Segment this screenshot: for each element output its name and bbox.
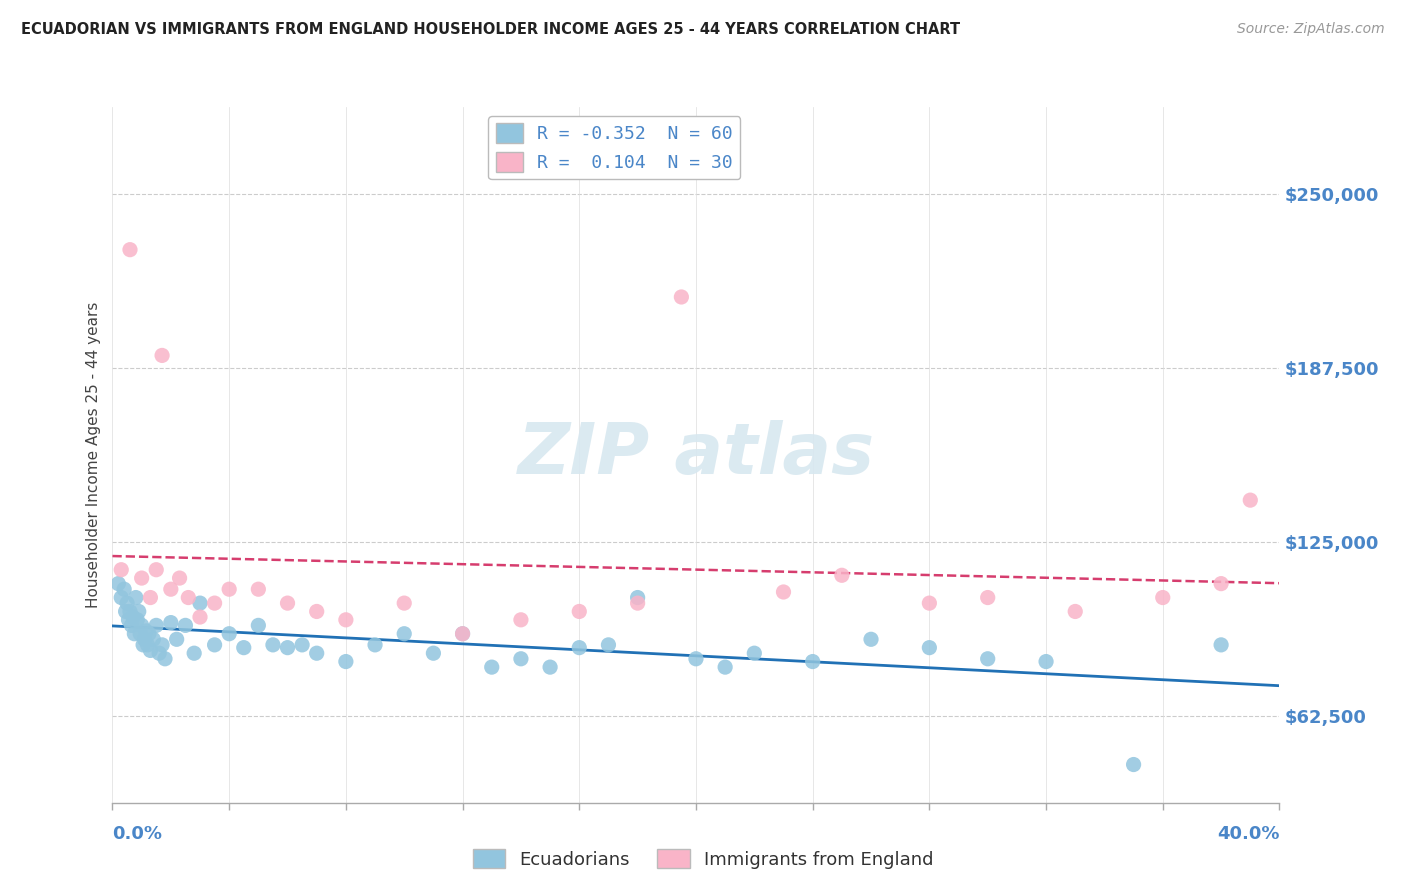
Point — [120, 618, 142, 632]
Point — [107, 576, 129, 591]
Point — [509, 652, 531, 666]
Point — [132, 638, 155, 652]
Point — [169, 571, 191, 585]
Point — [859, 632, 883, 647]
Point — [598, 638, 620, 652]
Point — [335, 613, 357, 627]
Legend: Ecuadorians, Immigrants from England: Ecuadorians, Immigrants from England — [465, 841, 941, 876]
Point — [671, 290, 693, 304]
Point — [135, 624, 157, 638]
Point — [127, 613, 149, 627]
Point — [1064, 605, 1087, 619]
Point — [1122, 757, 1144, 772]
Point — [150, 348, 173, 362]
Point — [568, 605, 591, 619]
Point — [122, 610, 145, 624]
Point — [145, 618, 167, 632]
Point — [262, 638, 284, 652]
Point — [305, 646, 328, 660]
Point — [118, 243, 141, 257]
Point — [305, 605, 328, 619]
Point — [276, 640, 298, 655]
Point — [247, 582, 270, 597]
Point — [976, 652, 998, 666]
Point — [918, 640, 941, 655]
Point — [626, 591, 648, 605]
Point — [831, 568, 853, 582]
Point — [114, 605, 136, 619]
Point — [128, 605, 150, 619]
Point — [131, 618, 153, 632]
Point — [148, 646, 170, 660]
Point — [392, 626, 416, 640]
Point — [117, 613, 139, 627]
Point — [188, 596, 211, 610]
Point — [139, 591, 162, 605]
Point — [153, 652, 176, 666]
Point — [481, 660, 503, 674]
Point — [742, 646, 765, 660]
Point — [1239, 493, 1261, 508]
Point — [150, 638, 173, 652]
Y-axis label: Householder Income Ages 25 - 44 years: Householder Income Ages 25 - 44 years — [86, 301, 101, 608]
Point — [125, 591, 148, 605]
Point — [364, 638, 387, 652]
Point — [626, 596, 648, 610]
Point — [174, 618, 197, 632]
Point — [110, 563, 132, 577]
Point — [118, 605, 141, 619]
Point — [142, 632, 165, 647]
Point — [160, 582, 183, 597]
Text: Source: ZipAtlas.com: Source: ZipAtlas.com — [1237, 22, 1385, 37]
Point — [124, 626, 146, 640]
Point — [138, 626, 160, 640]
Point — [1209, 638, 1232, 652]
Point — [139, 643, 162, 657]
Point — [112, 582, 135, 597]
Point — [392, 596, 416, 610]
Point — [247, 618, 270, 632]
Point — [1035, 655, 1057, 669]
Point — [422, 646, 444, 660]
Point — [276, 596, 298, 610]
Point — [177, 591, 200, 605]
Point — [131, 571, 153, 585]
Point — [976, 591, 998, 605]
Point — [145, 563, 167, 577]
Point — [160, 615, 183, 630]
Point — [685, 652, 707, 666]
Point — [204, 638, 226, 652]
Point — [1152, 591, 1174, 605]
Point — [291, 638, 314, 652]
Point — [568, 640, 591, 655]
Point — [714, 660, 737, 674]
Point — [204, 596, 226, 610]
Point — [110, 591, 132, 605]
Point — [451, 626, 474, 640]
Text: ECUADORIAN VS IMMIGRANTS FROM ENGLAND HOUSEHOLDER INCOME AGES 25 - 44 YEARS CORR: ECUADORIAN VS IMMIGRANTS FROM ENGLAND HO… — [21, 22, 960, 37]
Point — [188, 610, 211, 624]
Point — [509, 613, 531, 627]
Text: 0.0%: 0.0% — [112, 825, 163, 843]
Point — [1209, 576, 1232, 591]
Text: 40.0%: 40.0% — [1218, 825, 1279, 843]
Point — [136, 638, 159, 652]
Point — [538, 660, 561, 674]
Point — [134, 632, 156, 647]
Point — [115, 596, 138, 610]
Point — [801, 655, 824, 669]
Point — [918, 596, 941, 610]
Text: ZIP atlas: ZIP atlas — [517, 420, 875, 490]
Point — [451, 626, 474, 640]
Point — [335, 655, 357, 669]
Point — [183, 646, 205, 660]
Point — [129, 626, 152, 640]
Point — [772, 585, 794, 599]
Point — [232, 640, 254, 655]
Legend: R = -0.352  N = 60, R =  0.104  N = 30: R = -0.352 N = 60, R = 0.104 N = 30 — [488, 116, 740, 179]
Point — [166, 632, 188, 647]
Point — [218, 582, 240, 597]
Point — [218, 626, 240, 640]
